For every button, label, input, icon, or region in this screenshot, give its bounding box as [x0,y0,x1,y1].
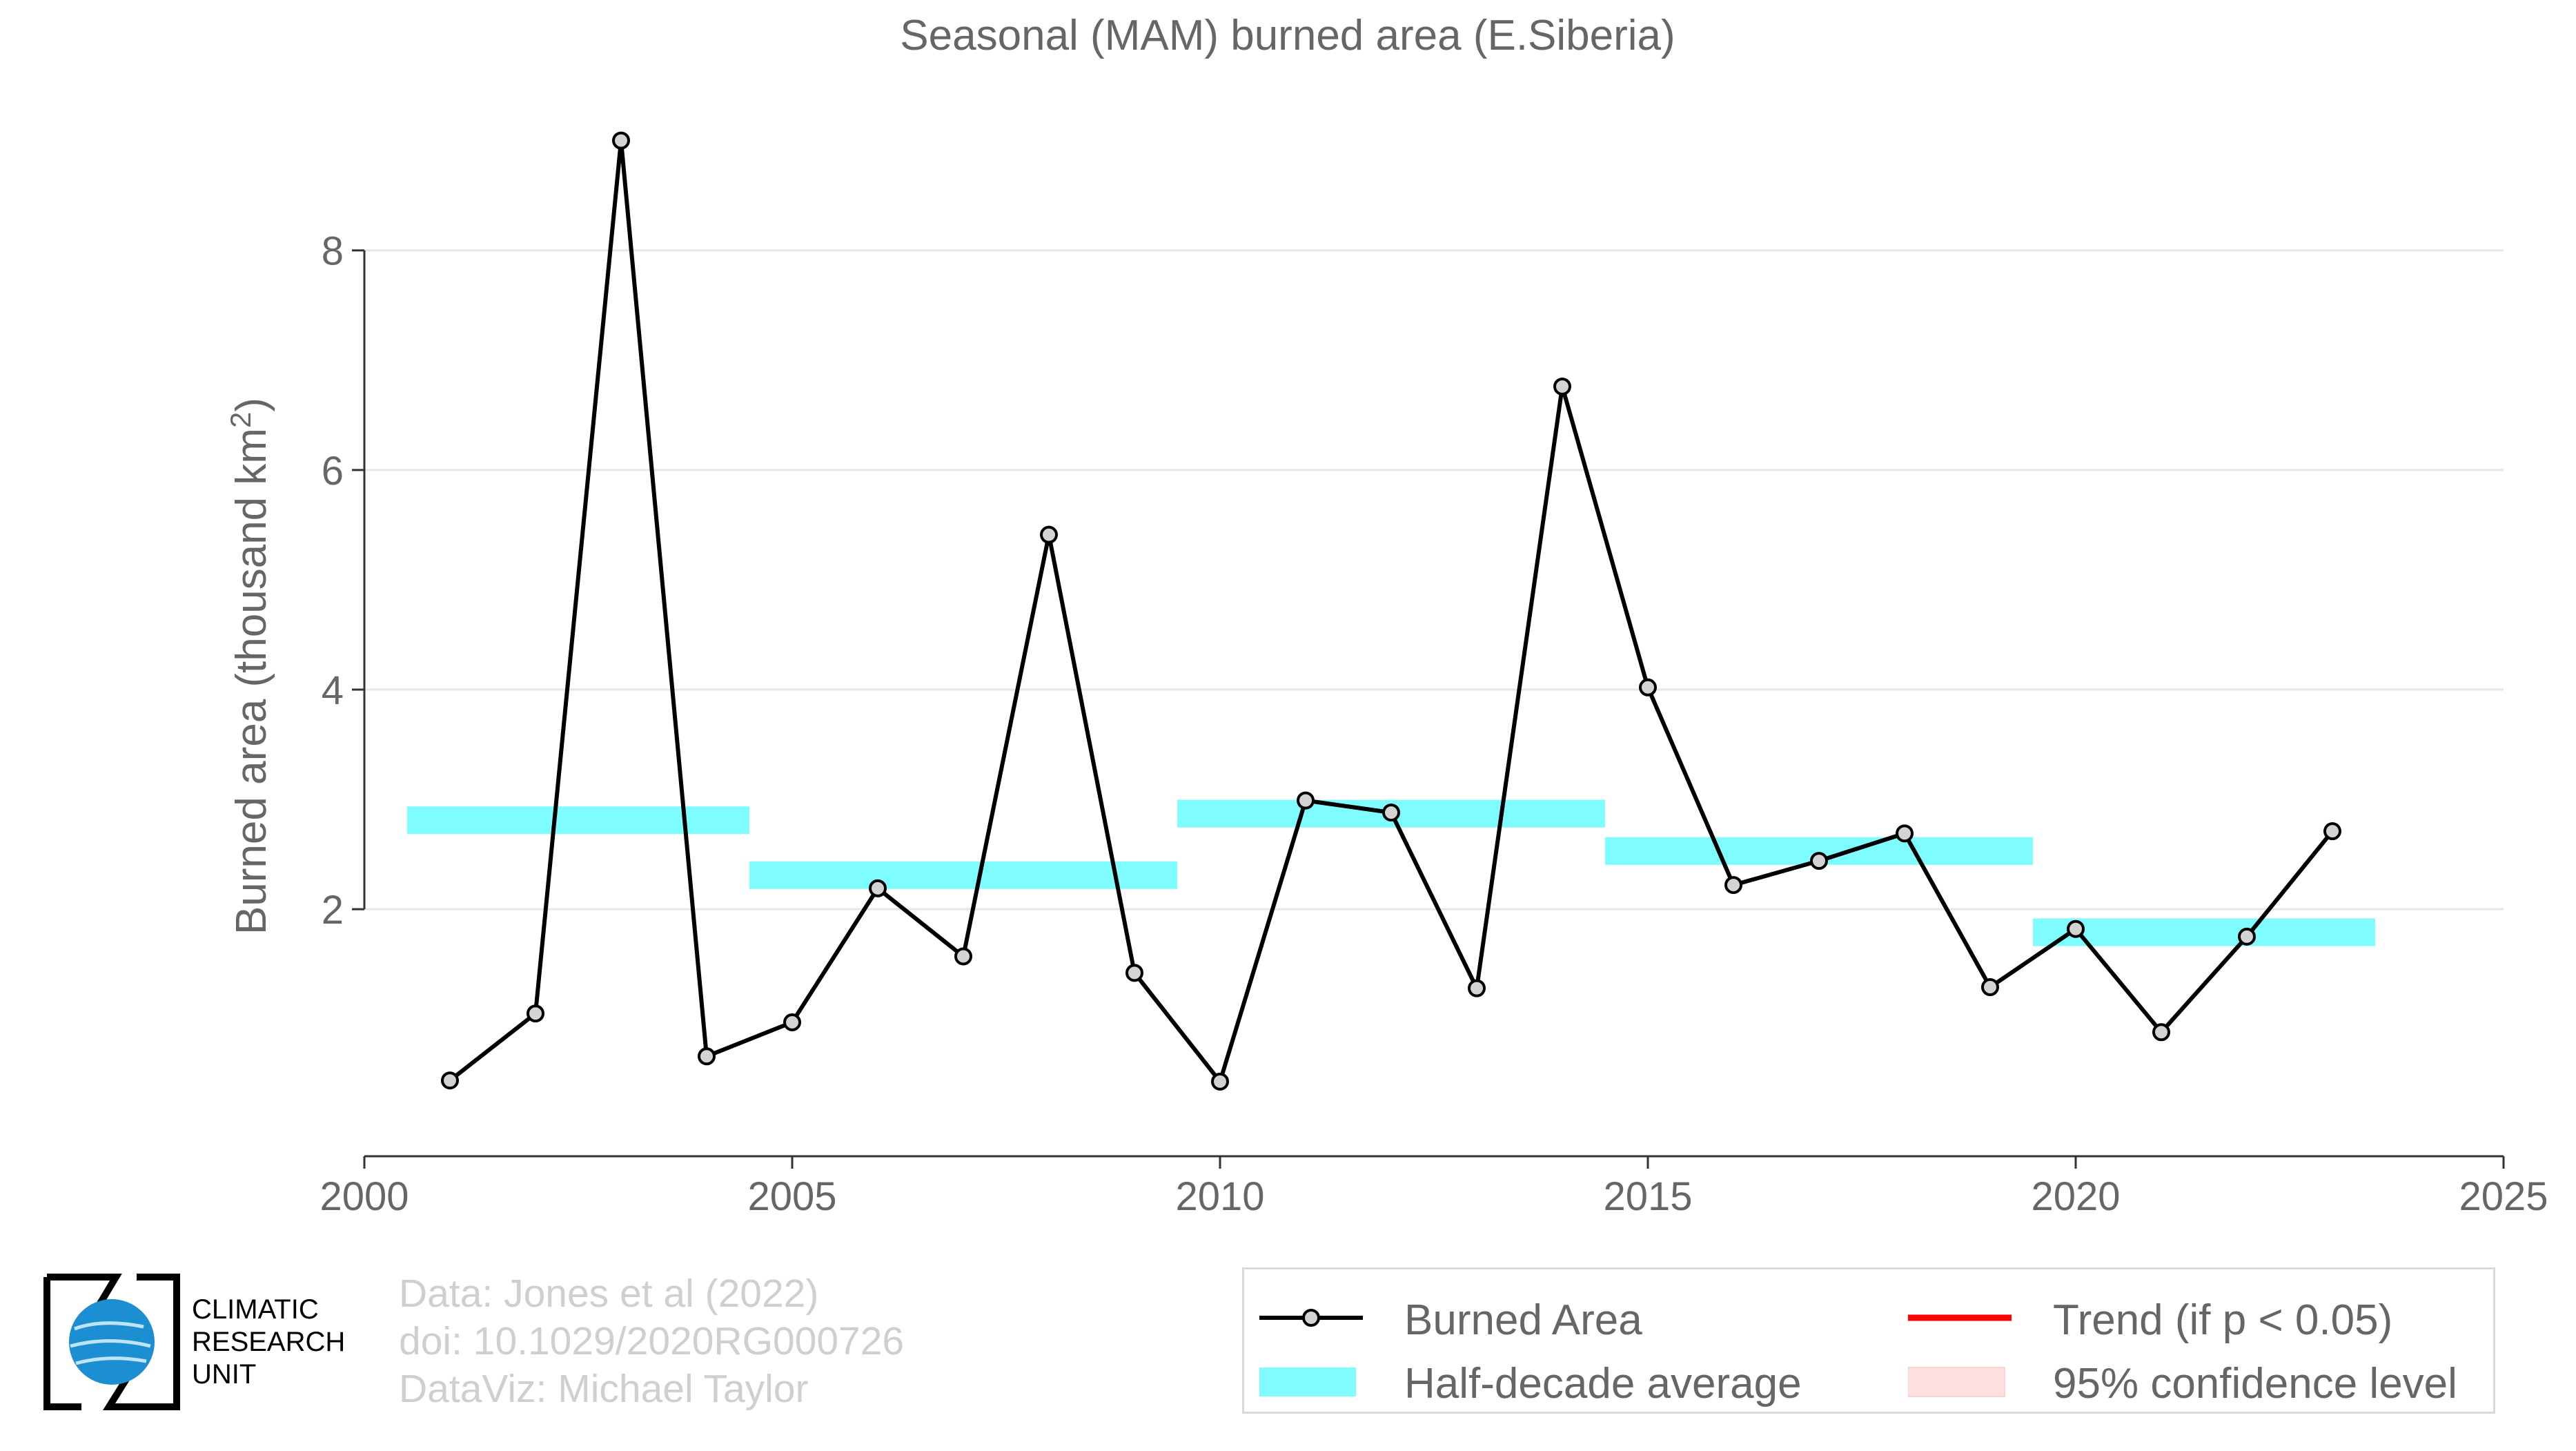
logo-line1: CLIMATIC [192,1294,319,1325]
data-point-2016 [1724,876,1742,895]
axes: 2 4 6 8 2000 2005 2010 2015 2020 2025 [319,229,2548,1219]
data-point-2014 [1553,377,1571,396]
data-point-2011 [1297,791,1315,810]
data-point-2020 [2067,919,2085,938]
x-tick-label-2010: 2010 [1175,1174,1264,1219]
credit-data-source: Data: Jones et al (2022) [399,1272,819,1316]
data-point-2002 [527,1004,544,1023]
x-tick-label-2005: 2005 [747,1174,836,1219]
chart-title: Seasonal (MAM) burned area (E.Siberia) [900,12,1675,59]
legend-label-burned-area: Burned Area [1404,1296,1642,1344]
data-point-2021 [2152,1023,2170,1042]
data-point-2017 [1810,852,1828,870]
data-point-2015 [1639,678,1657,697]
credit-doi: doi: 10.1029/2020RG000726 [399,1319,905,1363]
data-point-2022 [2238,927,2256,946]
y-axis-label: Burned area (thousand km2) [224,398,275,935]
x-tick-label-2025: 2025 [2459,1174,2548,1219]
data-point-2018 [1896,824,1914,843]
legend-label-half-decade: Half-decade average [1404,1360,1802,1408]
credits: Data: Jones et al (2022) doi: 10.1029/20… [399,1270,904,1413]
burned-area-series [441,131,2341,1091]
data-point-2001 [441,1071,459,1090]
y-axis-label-close: ) [228,398,275,412]
legend-label-trend: Trend (if p < 0.05) [2053,1296,2393,1344]
legend-key-confidence-band [1908,1367,2005,1397]
data-point-2004 [698,1047,716,1066]
data-point-2008 [1040,525,1058,544]
data-point-2013 [1468,979,1486,997]
globe-logo-icon [43,1274,180,1410]
logo-line2: RESEARCH [192,1327,346,1357]
data-point-2009 [1125,964,1143,982]
legend: Burned Area Trend (if p < 0.05) Half-dec… [1242,1267,2495,1414]
x-tick-label-2015: 2015 [1603,1174,1692,1219]
gridlines [364,249,2504,910]
cru-logo: CLIMATIC RESEARCH UNIT [40,1270,364,1415]
logo-text: CLIMATIC RESEARCH UNIT [192,1294,345,1391]
x-tick-label-2020: 2020 [2031,1174,2120,1219]
y-tick-label-2: 2 [322,888,344,933]
logo-line3: UNIT [192,1359,257,1390]
half-decade-band-5 [2033,918,2375,946]
legend-key-line-marker [1259,1309,1363,1327]
y-tick-label-6: 6 [322,449,344,494]
y-axis-label-superscript: 2 [224,412,257,428]
data-point-2010 [1211,1072,1229,1091]
data-point-2019 [1981,978,1999,997]
legend-key-half-decade-band [1259,1367,1356,1396]
legend-key-trend-line [1908,1314,2012,1321]
y-tick-label-8: 8 [322,229,344,274]
y-tick-label-4: 4 [322,668,344,713]
data-point-2003 [612,131,630,150]
data-point-2012 [1382,804,1400,822]
legend-label-confidence: 95% confidence level [2053,1360,2457,1408]
x-tick-label-2000: 2000 [319,1174,409,1219]
half-decade-band-1 [407,806,749,835]
credit-dataviz: DataViz: Michael Taylor [399,1367,809,1411]
half-decade-band-2 [749,861,1177,889]
data-point-2007 [954,947,972,966]
data-point-2023 [2323,822,2341,841]
data-point-2006 [869,879,887,897]
y-axis-label-main: Burned area (thousand km [228,428,275,935]
data-point-2005 [783,1013,801,1031]
